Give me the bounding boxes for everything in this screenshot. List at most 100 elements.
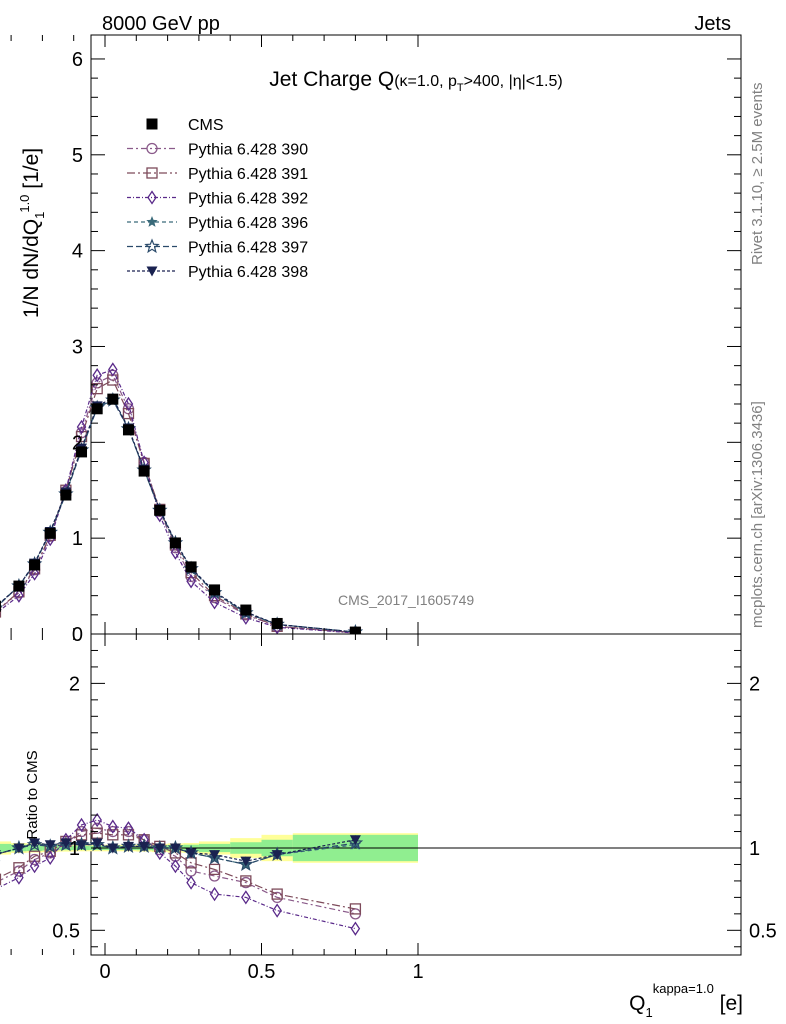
y-tick-label: 6: [72, 49, 83, 71]
ratio-point-pythia-6-428-392: [14, 870, 24, 885]
legend: CMS Pythia 6.428 390 Pythia 6.428 391 Pythi…: [127, 117, 308, 281]
legend-label-pythia-6-428-390: Pythia 6.428 390: [188, 142, 308, 159]
ratio-point-pythia-6-428-392: [123, 821, 134, 836]
ratio-point-pythia-6-428-398: [107, 843, 119, 854]
ratio-axis-label: Ratio to CMS: [24, 750, 41, 839]
ratio-point-pythia-6-428-392: [29, 858, 40, 874]
ratio-point-pythia-6-428-392: [209, 886, 220, 902]
ratio-plot-content: [0, 812, 741, 936]
point-pythia-6-428-392: [108, 362, 118, 377]
y-axis-label: 1/N dN/dQ11.0 [1/e]: [17, 148, 47, 318]
point-pythia-6-428-391: [75, 430, 88, 443]
ratio-point-pythia-6-428-398: [240, 856, 252, 867]
point-cms: [209, 584, 221, 596]
mcplots-label: mcplots.cern.ch [arXiv:1306.3436]: [749, 401, 766, 628]
point-pythia-6-428-392: [186, 574, 196, 589]
ratio-point-pythia-6-428-398: [44, 840, 56, 851]
ratio-y-tick-label: 1: [69, 838, 80, 860]
ratio-point-pythia-6-428-392: [76, 817, 87, 833]
y-tick-label: 5: [72, 145, 83, 167]
point-cms: [13, 580, 25, 592]
ratio-y-tick-label-right: 1: [749, 838, 760, 860]
ratio-point-pythia-6-428-398: [91, 838, 103, 849]
point-cms: [122, 424, 134, 436]
point-cms: [169, 537, 181, 549]
point-pythia-6-428-392: [92, 368, 102, 383]
ratio-point-pythia-6-428-392: [186, 875, 196, 890]
y-tick-label: 3: [72, 336, 83, 358]
point-cms: [185, 561, 197, 573]
y-axis-label-main: 1/N dN/dQ: [20, 219, 43, 318]
legend-label-pythia-6-428-392: Pythia 6.428 392: [188, 191, 308, 208]
x-axis-label: Q1kappa=1.0 [e]: [629, 981, 743, 1020]
y-axis-label-unit: [1/e]: [20, 148, 43, 195]
ratio-y-tick-label: 2: [69, 673, 80, 695]
ratio-point-pythia-6-428-398: [138, 841, 150, 852]
ratio-point-pythia-6-428-398: [271, 850, 283, 861]
ratio-point-pythia-6-428-392: [45, 850, 56, 866]
x-axis-label-main: Q: [629, 992, 645, 1015]
ratio-point-pythia-6-428-392: [350, 921, 361, 936]
point-cms: [76, 446, 88, 458]
ratio-point-pythia-6-428-398: [29, 838, 41, 849]
x-axis-label-sup: kappa=1.0: [653, 981, 714, 996]
y-tick-label: 4: [72, 241, 83, 263]
legend-label-cms: CMS: [188, 117, 224, 134]
ratio-point-pythia-6-428-398: [209, 850, 221, 861]
legend-marker-pythia-6-428-397: [144, 238, 160, 254]
x-tick-label: 0.5: [248, 961, 276, 983]
legend-label-pythia-6-428-396: Pythia 6.428 396: [188, 215, 308, 232]
point-pythia-6-428-391: [122, 407, 135, 420]
x-tick-label: 0: [99, 961, 110, 983]
legend-label-pythia-6-428-398: Pythia 6.428 398: [188, 264, 308, 281]
ratio-line-pythia-6-428-398: [0, 839, 356, 862]
point-pythia-6-428-392: [29, 566, 40, 581]
ratio-plot-frame: [90, 633, 742, 956]
ratio-point-pythia-6-428-392: [170, 858, 181, 874]
ratio-point-pythia-6-428-398: [185, 848, 197, 859]
legend-marker-pythia-6-428-396: [146, 216, 158, 227]
plot-title-sub: T: [457, 82, 464, 94]
main-panel: 0 1 2 3 4 5 6 Jet Charge Q(κ=1.0, pT>400, |η|<…: [0, 34, 742, 646]
main-plot-frame: [90, 34, 742, 635]
ratio-point-pythia-6-428-398: [349, 835, 361, 846]
point-cms: [240, 604, 252, 616]
ratio-point-pythia-6-428-391: [208, 863, 221, 876]
ratio-line-pythia-6-428-392: [0, 819, 356, 930]
ratio-point-pythia-6-428-398: [0, 850, 1, 852]
legend-label-pythia-6-428-397: Pythia 6.428 397: [188, 240, 308, 257]
ratio-y-tick-label-right: 2: [749, 673, 760, 695]
point-cms: [44, 527, 56, 539]
point-cms: [0, 600, 1, 612]
x-tick-label: 1: [412, 961, 423, 983]
ratio-point-pythia-6-428-392: [241, 890, 251, 905]
y-axis-label-sup: 1.0: [17, 195, 32, 213]
point-pythia-6-428-392: [14, 588, 24, 603]
ratio-point-pythia-6-428-391: [107, 829, 119, 841]
header-left: 8000 GeV pp: [102, 13, 220, 35]
plot-title-paren: (κ=1.0, p: [394, 73, 457, 90]
plot-title: Jet Charge Q(κ=1.0, pT>400, |η|<1.5): [269, 68, 562, 94]
ratio-y-tick-label: 0.5: [52, 920, 80, 942]
point-cms: [107, 393, 119, 405]
ratio-point-pythia-6-428-391: [271, 888, 283, 900]
ratio-point-pythia-6-428-397: [206, 849, 223, 865]
point-cms: [60, 489, 72, 501]
legend-marker-pythia-6-428-392: [147, 190, 157, 205]
rivet-label: Rivet 3.1.10, ≥ 2.5M events: [749, 83, 766, 266]
point-pythia-6-428-392: [170, 545, 181, 560]
ratio-point-pythia-6-428-398: [122, 841, 134, 852]
ratio-band-inner: [0, 843, 12, 853]
point-pythia-6-428-392: [123, 396, 134, 412]
ratio-point-pythia-6-428-397: [0, 851, 4, 862]
point-pythia-6-428-392: [209, 595, 220, 610]
ratio-point-pythia-6-428-398: [13, 843, 25, 854]
series-line-pythia-6-428-392: [0, 368, 356, 634]
plot-title-main: Jet Charge Q: [269, 68, 394, 91]
ratio-point-pythia-6-428-392: [92, 812, 102, 828]
ratio-point-pythia-6-428-397: [238, 856, 254, 872]
point-pythia-6-428-391: [91, 382, 103, 395]
point-cms: [271, 617, 283, 629]
